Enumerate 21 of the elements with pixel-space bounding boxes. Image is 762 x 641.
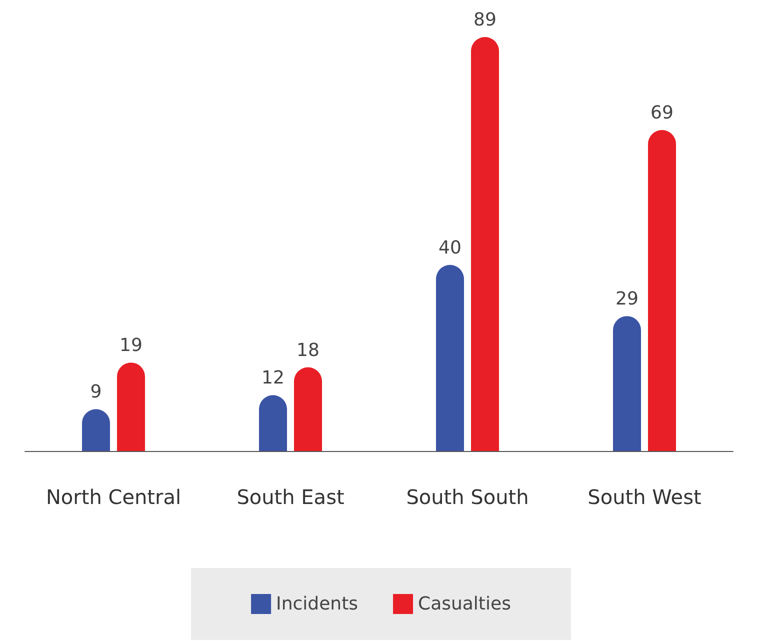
bar — [613, 316, 641, 451]
data-label: 12 — [262, 368, 284, 389]
x-tick-label: South South — [406, 485, 529, 509]
legend-label: Incidents — [276, 594, 358, 614]
bar — [117, 362, 145, 451]
data-label: 69 — [650, 102, 674, 124]
bar — [471, 37, 499, 451]
data-label: 19 — [120, 335, 142, 356]
data-label: 18 — [296, 340, 320, 361]
data-label: 29 — [616, 288, 638, 310]
x-tick-label: North Central — [46, 485, 182, 509]
bar — [648, 130, 676, 451]
data-label: 89 — [474, 10, 496, 30]
data-label: 9 — [90, 382, 102, 403]
legend-label: Casualties — [418, 594, 511, 614]
bar — [294, 367, 322, 451]
bar — [436, 264, 464, 451]
data-label: 40 — [438, 237, 462, 258]
bar — [259, 395, 287, 451]
x-tick-label: South East — [236, 485, 344, 509]
x-tick-label: South West — [588, 485, 702, 509]
